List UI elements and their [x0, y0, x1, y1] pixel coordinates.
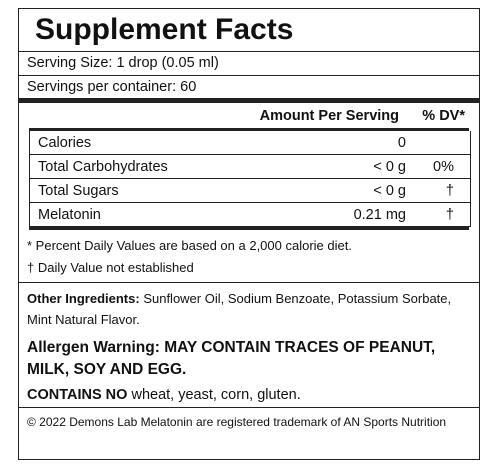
servings-per-container: Servings per container: 60 — [27, 79, 197, 95]
nutrient-row: Total Sugars < 0 g † — [29, 179, 471, 203]
text: Sunflower Oil, Sodium Benzoate, Potassiu… — [27, 291, 452, 327]
footnote: † Daily Value not established — [27, 260, 194, 275]
nutrient-row: Melatonin 0.21 mg † — [29, 203, 471, 227]
divider — [19, 75, 479, 76]
divider — [19, 51, 479, 52]
nutrient-name: Total Carbohydrates — [38, 159, 168, 175]
divider — [19, 282, 479, 283]
divider — [29, 227, 469, 230]
contains-no: CONTAINS NO wheat, yeast, corn, gluten. — [27, 385, 472, 406]
allergen-warning: Allergen Warning: MAY CONTAIN TRACES OF … — [27, 337, 472, 381]
supplement-label: Supplement Facts Serving Size: 1 drop (0… — [18, 8, 480, 460]
amount: 0 — [397, 135, 406, 151]
other-ingredients: Other Ingredients: Sunflower Oil, Sodium… — [27, 288, 472, 330]
thick-divider — [19, 98, 479, 103]
daily-value: 0% — [433, 159, 454, 175]
daily-value: † — [445, 207, 454, 223]
column-header: % DV* — [422, 108, 465, 124]
nutrient-name: Calories — [38, 135, 92, 151]
label: Other Ingredients: — [27, 291, 140, 306]
column-header: Amount Per Serving — [259, 108, 399, 124]
copyright: © 2022 Demons Lab Melatonin are register… — [27, 415, 447, 429]
amount: 0.21 mg — [353, 207, 406, 223]
nutrient-row: Calories 0 — [29, 131, 471, 155]
text: wheat, yeast, corn, gluten. — [131, 387, 301, 403]
divider — [19, 407, 479, 408]
divider — [29, 128, 469, 131]
title: Supplement Facts — [35, 13, 294, 46]
footnote: * Percent Daily Values are based on a 2,… — [27, 238, 352, 253]
amount: < 0 g — [373, 159, 406, 175]
nutrient-name: Melatonin — [38, 207, 101, 223]
daily-value: † — [445, 183, 454, 199]
serving-size: Serving Size: 1 drop (0.05 ml) — [27, 55, 219, 71]
nutrient-row: Total Carbohydrates < 0 g 0% — [29, 155, 471, 179]
nutrient-name: Total Sugars — [38, 183, 119, 199]
label: CONTAINS NO — [27, 387, 128, 403]
text: MAY CONTAIN TRACES OF PEANUT, MILK, SOY … — [27, 339, 436, 378]
label: Allergen Warning: — [27, 339, 160, 356]
amount: < 0 g — [373, 183, 406, 199]
